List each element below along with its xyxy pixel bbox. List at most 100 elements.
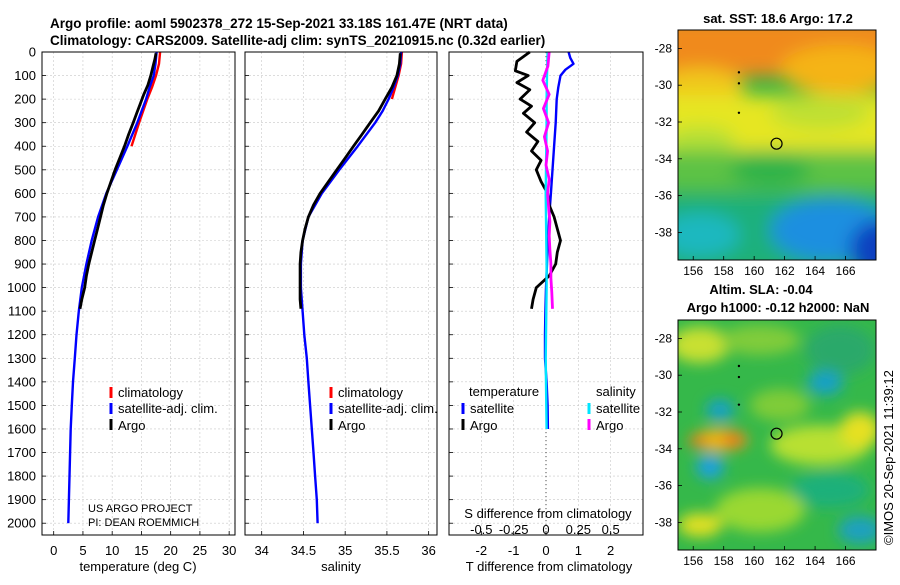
title-line-2: Climatology: CARS2009. Satellite-adj cli… [50,33,545,48]
credit-line-1: US ARGO PROJECT [88,503,193,515]
series-line-argo [298,53,402,309]
map-x-tick-label: 162 [775,264,795,278]
map-y-tick-label: -36 [655,479,673,493]
top-x-tick-label: -0.5 [470,522,492,537]
x-tick-label: 2 [607,543,614,558]
sst-map-markers [737,71,783,150]
legend-temperature-heading: temperature [469,384,539,399]
x-tick-label: 1 [575,543,582,558]
map-y-tick-label: -30 [655,368,673,382]
depth-tick-label: 500 [14,162,36,177]
profile-location-marker [770,427,783,440]
sst-map: 156 158 160 162 164 166 -28 -30 -32 -34 -36 -38 sat… [655,11,877,278]
depth-tick-label: 1500 [7,398,36,413]
salinity-legend: climatology satellite-adj. clim. Argo [329,385,438,433]
title-line-1: Argo profile: aoml 5902378_272 15-Sep-20… [50,16,508,31]
series-line-temperature-argo [513,50,562,310]
series-line-salinity-argo [541,51,554,309]
series-line-salinity-satellite [544,51,549,430]
depth-tick-label: 400 [14,139,36,154]
depth-tick-label: 2000 [7,516,36,531]
legend-satellite: satellite-adj. clim. [118,401,218,416]
depth-tick-label: 1800 [7,469,36,484]
sst-map-title: sat. SST: 18.6 Argo: 17.2 [703,11,853,26]
series-line-climatology [130,51,162,147]
sst-map-ticks: 156 158 160 162 164 166 -28 -30 -32 -34 -36 -38 [655,41,856,278]
panel-frame [244,51,438,536]
x-tick-label: 36 [421,543,435,558]
timestamp-watermark: ©IMOS 20-Sep-2021 11:39:12 [881,370,896,545]
track-point [737,403,741,406]
map-y-tick-label: -38 [655,225,673,239]
temperature-xlabel: temperature (deg C) [79,559,196,574]
salinity-xlabel: salinity [321,559,361,574]
series-line-argo [78,52,158,310]
panel-frame [448,51,644,536]
profile-location-marker [770,137,783,150]
map-y-tick-label: -34 [655,442,673,456]
x-tick-label: 34.5 [291,543,316,558]
depth-tick-label: 600 [14,186,36,201]
difference-legend: temperature salinity satellite Argo sate… [461,384,640,433]
x-tick-label: 20 [163,543,177,558]
legend-satellite: satellite-adj. clim. [338,401,438,416]
x-tick-label: -1 [508,543,520,558]
map-y-tick-label: -38 [655,515,673,529]
difference-top-xlabel: S difference from climatology [464,506,632,521]
legend-climatology: climatology [338,385,404,400]
difference-panel: -2 -1 0 1 2 -0.5 -0.25 0 0.25 0.5 [448,50,644,558]
track-point [737,71,741,74]
salinity-panel: 34 34.5 35 35.5 36 [244,51,438,558]
map-y-tick-label: -30 [655,78,673,92]
sla-map-ticks: 156 158 160 162 164 166 -28 -30 -32 -34 -36 -38 [655,331,856,568]
track-point [737,375,741,379]
legend-climatology: climatology [118,385,184,400]
legend-argo: Argo [338,418,365,433]
sla-map-subtitle: Argo h1000: -0.12 h2000: NaN [687,300,870,315]
depth-tick-label: 200 [14,92,36,107]
map-y-tick-label: -34 [655,152,673,166]
map-x-tick-label: 156 [683,554,703,568]
x-tick-label: 0 [50,543,57,558]
depth-tick-label: 1900 [7,492,36,507]
depth-tick-label: 1000 [7,280,36,295]
temperature-legend: climatology satellite-adj. clim. Argo [109,385,218,433]
depth-tick-label: 1300 [7,351,36,366]
depth-tick-label: 900 [14,257,36,272]
map-x-tick-label: 166 [836,264,856,278]
legend-sal-argo: Argo [596,418,623,433]
track-point [737,82,741,85]
depth-tick-label: 700 [14,209,36,224]
map-y-tick-label: -32 [655,115,673,129]
depth-tick-label: 100 [14,68,36,83]
top-x-tick-label: 0.25 [566,522,591,537]
x-tick-label: 30 [222,543,236,558]
sla-map-title: Altim. SLA: -0.04 [709,282,813,297]
top-x-tick-label: 0 [542,522,549,537]
depth-tick-label: 0 [29,45,36,60]
depth-tick-label: 1400 [7,374,36,389]
difference-xlabel: T difference from climatology [466,559,633,574]
depth-axis: 0 100 200 300 400 500 600 700 800 900 1000 1100 1200… [7,45,36,531]
panel-frame [41,51,236,536]
depth-tick-label: 1200 [7,327,36,342]
map-x-tick-label: 162 [775,554,795,568]
legend-salinity-heading: salinity [596,384,636,399]
sla-map-markers [737,364,783,440]
depth-tick-label: 800 [14,233,36,248]
map-x-tick-label: 158 [714,264,734,278]
map-y-tick-label: -32 [655,405,673,419]
map-y-tick-label: -28 [655,41,673,55]
map-x-tick-label: 156 [683,264,703,278]
temperature-panel: 0 5 10 15 20 25 30 [41,51,236,558]
x-tick-label: 0 [542,543,549,558]
series-line-satellite-adj-clim- [67,51,158,524]
depth-tick-label: 1100 [8,304,36,319]
credit-line-2: PI: DEAN ROEMMICH [88,517,199,529]
x-tick-label: -2 [476,543,488,558]
track-point [737,111,741,115]
sla-map: 156 158 160 162 164 166 -28 -30 -32 -34 -36 -38 Alt… [655,282,877,568]
legend-argo: Argo [118,418,145,433]
x-tick-label: 35 [338,543,352,558]
